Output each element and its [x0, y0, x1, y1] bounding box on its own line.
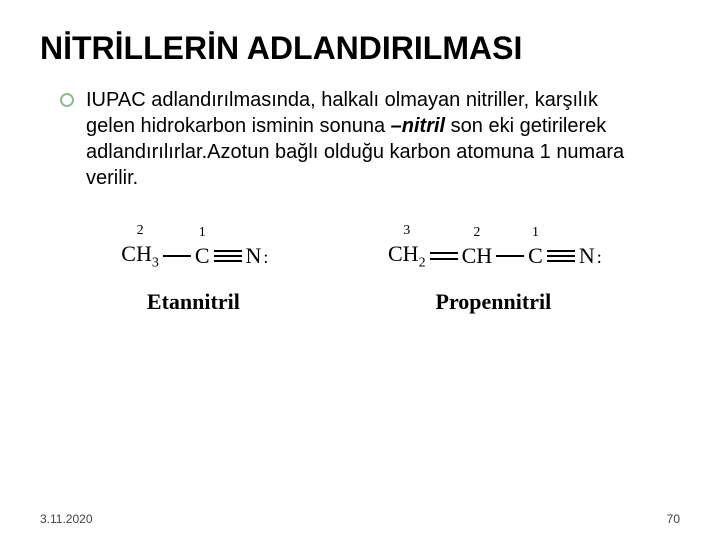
- formula-propennitril: 3 CH2 2 CH 1 C N:: [386, 241, 601, 271]
- bond-single: [163, 255, 191, 257]
- footer-date: 3.11.2020: [40, 512, 93, 526]
- atom: 3 CH2: [386, 241, 428, 271]
- atom: 2 CH: [460, 243, 495, 269]
- atom-label: CH: [388, 241, 419, 266]
- atom: 1 C: [526, 243, 545, 269]
- atom-sub: 3: [152, 255, 159, 270]
- compound-name: Propennitril: [436, 289, 552, 315]
- bond-single: [496, 255, 524, 257]
- formula-etannitril: 2 CH3 1 C N:: [119, 241, 267, 271]
- body-paragraph: IUPAC adlandırılmasında, halkalı olmayan…: [86, 87, 646, 191]
- atom-label: C: [528, 243, 543, 268]
- atom-label: CH: [462, 243, 493, 268]
- bond-double: [430, 252, 458, 260]
- atom-label: C: [195, 243, 210, 268]
- atom: 1 C: [193, 243, 212, 269]
- slide: NİTRİLLERİN ADLANDIRILMASI IUPAC adlandı…: [0, 0, 720, 540]
- compound-name: Etannitril: [147, 289, 240, 315]
- atom: N:: [577, 243, 601, 269]
- lone-pair: :: [597, 247, 599, 267]
- atom: N:: [244, 243, 268, 269]
- structure-propennitril: 3 CH2 2 CH 1 C N: Propennitril: [386, 241, 601, 315]
- carbon-number: 2: [137, 223, 144, 239]
- bullet-icon: [60, 93, 74, 107]
- carbon-number: 3: [403, 223, 410, 239]
- atom-label: CH: [121, 241, 152, 266]
- carbon-number: 2: [473, 225, 480, 241]
- structures-row: 2 CH3 1 C N: Etannitril 3 CH2: [40, 241, 680, 315]
- atom-label: N: [246, 243, 262, 268]
- carbon-number: 1: [532, 225, 539, 241]
- structure-etannitril: 2 CH3 1 C N: Etannitril: [119, 241, 267, 315]
- bond-triple: [547, 250, 575, 262]
- paragraph-suffix: –nitril: [391, 115, 445, 137]
- atom-label: N: [579, 243, 595, 268]
- atom-sub: 2: [419, 255, 426, 270]
- bullet-row: IUPAC adlandırılmasında, halkalı olmayan…: [40, 87, 680, 191]
- carbon-number: 1: [199, 225, 206, 241]
- footer: 3.11.2020 70: [40, 512, 680, 526]
- lone-pair: :: [263, 247, 265, 267]
- bond-triple: [214, 250, 242, 262]
- footer-page: 70: [667, 512, 680, 526]
- slide-title: NİTRİLLERİN ADLANDIRILMASI: [40, 30, 680, 67]
- atom: 2 CH3: [119, 241, 161, 271]
